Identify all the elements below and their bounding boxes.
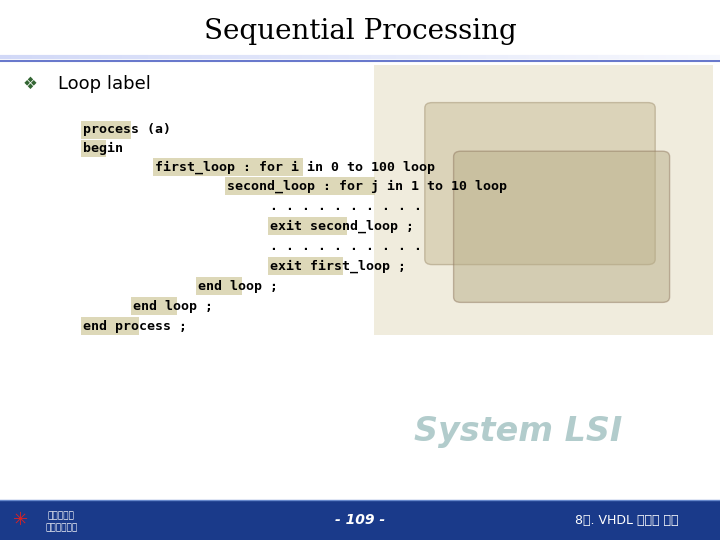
FancyBboxPatch shape	[153, 159, 303, 176]
Text: second_loop : for j in 1 to 10 loop: second_loop : for j in 1 to 10 loop	[227, 180, 507, 193]
Text: - 109 -: - 109 -	[335, 513, 385, 527]
Text: exit first_loop ;: exit first_loop ;	[270, 260, 406, 273]
FancyBboxPatch shape	[196, 278, 242, 295]
Text: System LSI: System LSI	[414, 415, 623, 449]
FancyBboxPatch shape	[454, 151, 670, 302]
Text: Sequential Processing: Sequential Processing	[204, 18, 516, 45]
Text: exit second_loop ;: exit second_loop ;	[270, 220, 414, 233]
Text: end loop ;: end loop ;	[198, 280, 278, 293]
Text: Loop label: Loop label	[58, 75, 150, 93]
FancyBboxPatch shape	[81, 317, 139, 335]
Text: first_loop : for i in 0 to 100 loop: first_loop : for i in 0 to 100 loop	[155, 161, 435, 174]
FancyBboxPatch shape	[268, 258, 343, 275]
FancyBboxPatch shape	[81, 120, 131, 138]
FancyBboxPatch shape	[425, 103, 655, 265]
FancyBboxPatch shape	[225, 177, 375, 195]
Text: process (a): process (a)	[83, 123, 171, 136]
Text: ❖: ❖	[23, 75, 37, 93]
Text: begin: begin	[83, 142, 123, 155]
Text: end loop ;: end loop ;	[133, 300, 213, 313]
FancyBboxPatch shape	[131, 297, 177, 315]
Text: . . . . . . . . . .: . . . . . . . . . .	[270, 200, 422, 213]
Text: . . . . . . . . . .: . . . . . . . . . .	[270, 240, 422, 253]
Text: 컴자컴보다록: 컴자컴보다록	[45, 524, 77, 532]
FancyBboxPatch shape	[81, 139, 106, 157]
Bar	[0, 500, 720, 540]
Text: 8장. VHDL 구문과 예제: 8장. VHDL 구문과 예제	[575, 514, 678, 526]
FancyBboxPatch shape	[374, 65, 713, 335]
Text: ✳: ✳	[12, 511, 28, 529]
FancyBboxPatch shape	[268, 217, 347, 235]
Text: end process ;: end process ;	[83, 320, 186, 333]
Text: 홍충미학교: 홍충미학교	[48, 511, 75, 520]
